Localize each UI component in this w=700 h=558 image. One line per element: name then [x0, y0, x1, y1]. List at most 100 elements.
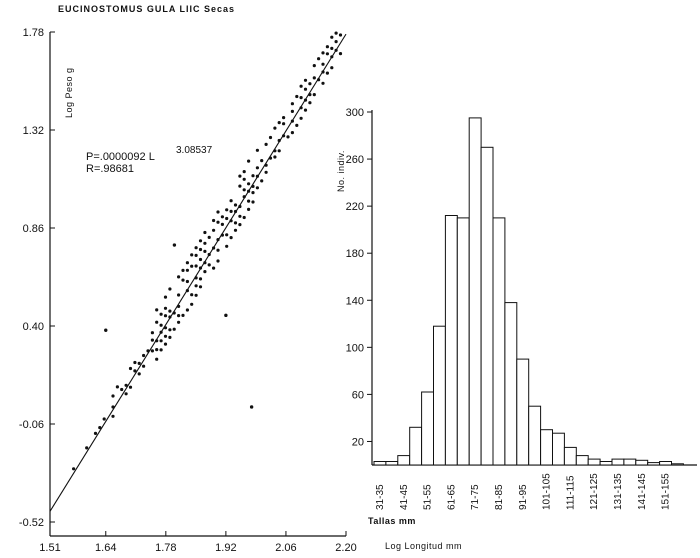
scatter-point: [159, 339, 163, 343]
scatter-point: [338, 52, 343, 56]
scatter-point: [120, 387, 124, 392]
scatter-point: [251, 174, 255, 178]
scatter-point: [220, 215, 224, 219]
scatter-point: [277, 149, 281, 153]
scatter-point: [185, 308, 189, 312]
scatter-point: [325, 71, 329, 75]
histogram-category-label: 61-65: [446, 484, 457, 510]
scatter-point: [190, 253, 194, 257]
scatter-point: [238, 174, 242, 178]
histogram-bar: [659, 461, 672, 466]
scatter-point: [233, 203, 238, 207]
histogram-bar: [397, 455, 411, 466]
histogram-bar: [504, 302, 518, 466]
scatter-point: [142, 364, 146, 368]
scatter-point: [238, 223, 242, 227]
histogram-category-label: 111-115: [565, 475, 576, 510]
scatter-point: [299, 84, 303, 88]
scatter-point: [295, 123, 299, 127]
hist-y-tick-label: 20: [352, 436, 364, 448]
histogram-x-label: Tallas mm: [368, 516, 416, 526]
x-tick-label: 1.51: [39, 542, 60, 554]
scatter-point: [225, 233, 229, 237]
y-tick-label: 1.78: [23, 27, 44, 39]
histogram-category-label: 91-95: [518, 484, 529, 510]
scatter-point: [177, 314, 181, 318]
histogram-bar: [635, 459, 649, 466]
scatter-point: [330, 66, 334, 70]
histogram-bar: [528, 405, 542, 466]
y-tick-label: 0.40: [23, 321, 44, 333]
histogram-bar: [540, 429, 553, 466]
histogram-bar: [409, 426, 423, 466]
scatter-point: [220, 222, 224, 226]
scatter-point: [168, 335, 172, 339]
histogram-bar: [552, 432, 565, 466]
scatter-point: [242, 170, 246, 174]
histogram-bar: [373, 461, 387, 466]
histogram-bar: [623, 458, 637, 466]
histogram-category-label: 71-75: [470, 484, 481, 510]
histogram-category-label: 151-155: [661, 473, 672, 510]
histogram-category-label: 31-35: [375, 484, 386, 510]
scatter-point: [338, 33, 343, 37]
scatter-point: [330, 46, 334, 51]
scatter-point: [181, 268, 185, 272]
y-tick-label: -0.06: [19, 419, 44, 431]
histogram-category-label: 121-125: [589, 473, 600, 510]
histogram-y-ticks: 300 260 220 180 140 100 60 20: [346, 107, 372, 448]
scatter-point: [242, 188, 246, 192]
scatter-point: [194, 253, 198, 257]
scatter-point: [255, 148, 259, 152]
scatter-point: [72, 467, 76, 471]
y-tick-label: 0.86: [23, 223, 44, 235]
scatter-point: [325, 45, 329, 49]
histogram-y-label: No. indiv.: [336, 150, 346, 192]
scatter-point: [247, 159, 251, 163]
scatter-point: [325, 52, 329, 56]
scatter-point: [295, 94, 299, 99]
histogram-bar: [599, 461, 613, 466]
scatter-point: [207, 263, 211, 267]
scatter-point: [198, 285, 203, 289]
scatter-y-label: Log Peso g: [64, 67, 74, 118]
y-tick-label: 1.32: [23, 125, 44, 137]
histogram-bar: [385, 461, 399, 466]
scatter-point: [233, 228, 238, 232]
scatter-point: [150, 331, 154, 335]
scatter-point: [312, 76, 316, 80]
scatter-point: [137, 372, 141, 376]
histogram: No. indiv. Tallas mm 300 260 220 180 140 100 6…: [336, 107, 697, 526]
scatter-point: [242, 177, 246, 181]
histogram-category-label: 51-55: [423, 484, 434, 510]
scatter-point: [212, 266, 216, 270]
scatter-point: [190, 293, 194, 297]
scatter-point: [111, 394, 115, 398]
histogram-bar: [611, 458, 625, 466]
histogram-bar: [587, 458, 601, 466]
x-tick-label: 2.06: [275, 542, 296, 554]
scatter-point: [163, 306, 168, 310]
scatter-point: [93, 431, 98, 435]
scatter-point: [216, 248, 220, 252]
scatter-point: [308, 101, 312, 105]
r-value-label: R=.98681: [86, 163, 134, 175]
scatter-point: [203, 230, 207, 235]
scatter-point: [303, 87, 308, 91]
scatter-point: [198, 257, 203, 262]
scatter-point: [216, 220, 220, 224]
scatter-point: [216, 259, 220, 263]
hist-y-tick-label: 220: [346, 201, 364, 213]
scatter-point: [163, 295, 168, 299]
outlier-point: [104, 328, 108, 332]
scatter-point: [225, 208, 229, 212]
scatter-point: [194, 293, 198, 297]
equation-exponent: 3.08537: [176, 145, 213, 156]
scatter-point: [255, 166, 259, 170]
scatter-point: [330, 35, 334, 39]
x-tick-label: 1.64: [95, 542, 116, 554]
scatter-point: [194, 246, 198, 250]
hist-y-tick-label: 180: [346, 248, 364, 260]
histogram-bar: [421, 391, 435, 466]
